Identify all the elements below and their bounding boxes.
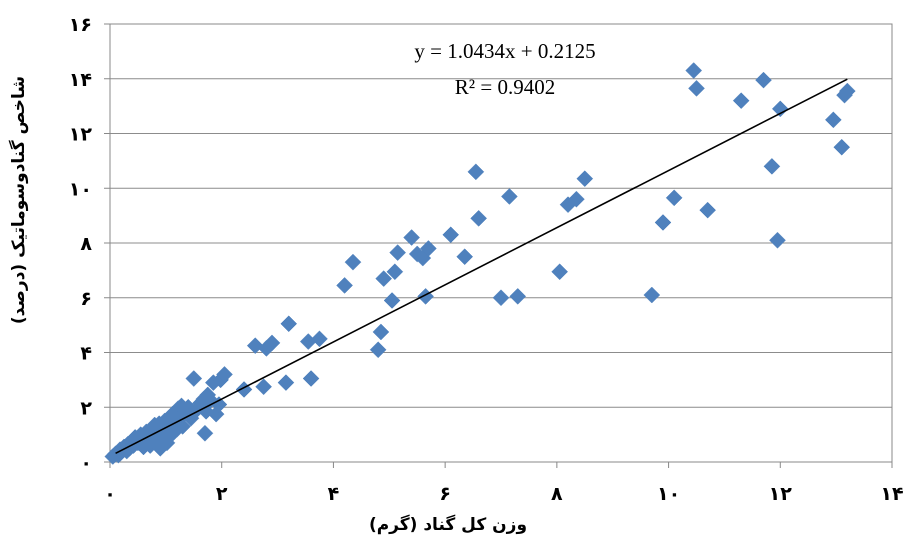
data-point (654, 214, 672, 231)
data-point (174, 418, 191, 435)
data-point (688, 79, 705, 97)
data-point (643, 286, 661, 304)
y-tick-label: ۲ (80, 397, 92, 419)
data-point (277, 374, 295, 391)
y-tick-label: ۱۲ (69, 124, 93, 146)
data-point (235, 381, 253, 398)
data-point (732, 92, 750, 110)
data-point (420, 240, 437, 257)
data-point (344, 253, 362, 271)
trendline (115, 78, 848, 455)
data-point (417, 288, 434, 305)
data-point (838, 82, 856, 100)
data-point (216, 366, 233, 383)
data-point (383, 292, 401, 309)
data-point (336, 277, 353, 294)
tick-labels: ۰ ۲ ۴ ۶ ۸ ۱۰ ۱۲ ۱۴ ۰ ۲ ۴ ۶ ۸ ۱۰ ۱۲ ۱۴ ۱۶ (69, 14, 904, 505)
y-tick-label: ۴ (80, 343, 92, 365)
data-point (442, 226, 460, 244)
data-point (551, 263, 569, 281)
trendline-equation: y = 1.0434x + 0.2125 (414, 39, 595, 63)
data-point (372, 323, 390, 341)
x-tick-label: ۱۴ (880, 483, 903, 505)
y-tick-label: ۱۰ (69, 178, 92, 200)
data-point (771, 100, 789, 118)
data-point (509, 288, 527, 305)
data-point (568, 190, 585, 208)
data-point (210, 396, 228, 413)
x-tick-label: ۶ (439, 483, 451, 505)
data-point (492, 289, 510, 307)
y-tick-label: ۶ (80, 288, 92, 310)
x-tick-label: ۱۰ (657, 483, 680, 505)
data-point (375, 270, 393, 287)
data-point (185, 370, 203, 387)
x-tick-label: ۰ (104, 483, 116, 505)
data-point (386, 263, 404, 281)
y-axis-title: شاخص گنادوسوماتیک (درصد) (8, 76, 29, 324)
y-tick-label: ۱۴ (69, 69, 92, 91)
data-point (311, 330, 328, 348)
data-point (389, 244, 407, 261)
data-point (246, 337, 264, 355)
data-point (833, 138, 851, 156)
data-point (763, 157, 781, 175)
x-tick-label: ۲ (216, 483, 228, 505)
data-point (255, 378, 272, 396)
data-point (824, 111, 842, 129)
data-points (104, 62, 856, 465)
y-tick-label: ۱۶ (69, 14, 92, 36)
data-point (685, 62, 703, 79)
data-point (403, 229, 420, 246)
x-tick-label: ۱۲ (769, 483, 793, 505)
data-point (755, 71, 772, 89)
x-axis-title: وزن کل گناد (گرم) (369, 514, 527, 535)
data-point (263, 334, 281, 352)
axes (104, 23, 893, 468)
data-point (576, 170, 594, 188)
x-tick-label: ۸ (551, 483, 563, 505)
data-point (280, 315, 298, 333)
data-point (302, 370, 320, 387)
trendline-r-squared: R² = 0.9402 (455, 75, 555, 99)
data-point (467, 163, 485, 181)
data-point (456, 248, 474, 266)
data-point (196, 424, 214, 442)
y-tick-label: ۸ (80, 233, 92, 255)
data-point (470, 210, 488, 227)
data-point (769, 231, 786, 249)
x-tick-label: ۴ (328, 483, 340, 505)
data-point (665, 189, 683, 207)
y-tick-label: ۰ (80, 452, 92, 474)
data-point (501, 188, 518, 205)
data-point (699, 201, 717, 219)
data-point (369, 341, 387, 359)
